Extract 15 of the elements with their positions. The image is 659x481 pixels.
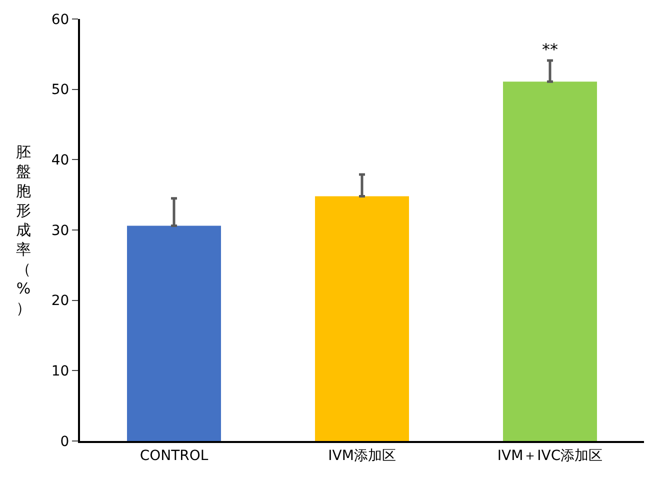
- annotation: **: [542, 40, 558, 59]
- bar: [315, 196, 409, 441]
- text: 胚盤胞形成率（%）: [16, 143, 31, 317]
- x-tick-label: CONTROL: [140, 448, 208, 464]
- y-tick-label: 40: [51, 152, 70, 169]
- y-tick-label: 20: [51, 293, 70, 310]
- y-tick-label: 0: [60, 434, 70, 450]
- y-tick-label: 60: [51, 12, 70, 28]
- y-tick-label: 30: [51, 222, 70, 239]
- bar: [127, 226, 221, 441]
- y-tick-label: 50: [51, 82, 70, 98]
- bar: [503, 82, 597, 441]
- y-tick-label: 10: [51, 364, 70, 380]
- x-tick-label: IVM添加区: [328, 448, 396, 464]
- x-tick-label: IVM＋IVC添加区: [497, 448, 603, 464]
